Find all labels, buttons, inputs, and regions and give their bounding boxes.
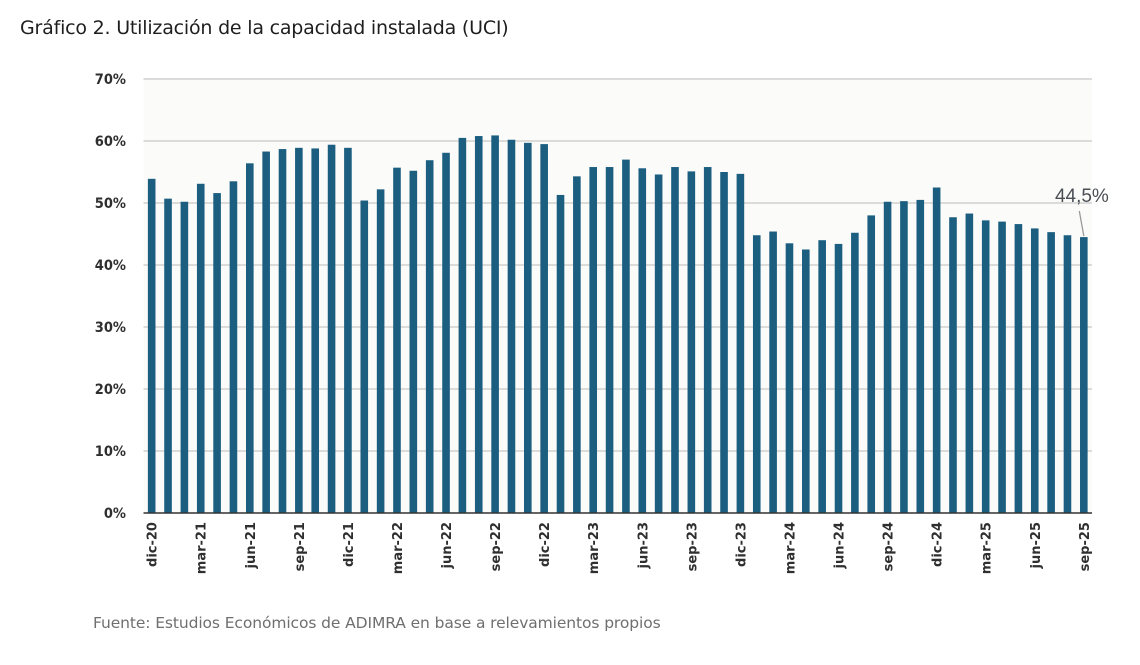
x-tick-label: dic-24 <box>931 522 946 567</box>
bar-may-24 <box>818 240 826 513</box>
bar-abr-24 <box>802 249 810 513</box>
x-tick-label: dic-22 <box>538 522 553 567</box>
bar-abr-23 <box>605 167 614 514</box>
bar-jul-22 <box>458 137 467 513</box>
bar-ene-23 <box>556 194 565 513</box>
bar-feb-23 <box>573 176 581 513</box>
bar-jun-21 <box>245 163 254 513</box>
y-tick-label: 50% <box>95 196 126 212</box>
bar-abr-22 <box>409 170 418 513</box>
x-tick-label: mar-22 <box>391 522 406 574</box>
annotation-label: 44,5% <box>1055 186 1109 207</box>
bar-nov-24 <box>916 199 925 513</box>
bar-oct-21 <box>311 148 320 513</box>
x-tick-label: sep-24 <box>882 522 897 571</box>
y-tick-label: 70% <box>95 72 126 88</box>
bar-jun-22 <box>442 152 450 513</box>
bar-oct-23 <box>703 167 712 514</box>
chart-title: Gráfico 2. Utilización de la capacidad i… <box>20 17 509 39</box>
bar-ago-22 <box>474 136 483 514</box>
bar-feb-25 <box>965 213 974 514</box>
source-note: Fuente: Estudios Económicos de ADIMRA en… <box>93 614 661 632</box>
bar-nov-22 <box>524 142 532 514</box>
bar-jun-24 <box>834 243 843 514</box>
x-tick-label: jun-24 <box>833 522 848 569</box>
bar-oct-22 <box>507 139 516 513</box>
bar-mar-24 <box>785 243 794 514</box>
bar-sep-22 <box>491 135 499 514</box>
bar-ene-24 <box>752 235 761 514</box>
bar-mar-22 <box>393 167 401 513</box>
bar-mar-21 <box>196 183 205 513</box>
y-tick-label: 30% <box>95 320 126 336</box>
x-tick-label: sep-21 <box>293 522 308 571</box>
annotations: 44,5% <box>1055 186 1109 237</box>
annotation-leader-line <box>1078 210 1085 237</box>
x-tick-label: mar-24 <box>783 522 798 574</box>
bar-jul-21 <box>262 151 270 514</box>
bar-sep-24 <box>883 201 892 513</box>
y-tick-label: 20% <box>95 382 126 398</box>
bar-feb-21 <box>180 201 189 513</box>
bar-ene-25 <box>949 217 957 513</box>
bar-mar-25 <box>981 220 990 514</box>
x-tick-label: dic-23 <box>734 522 749 567</box>
x-tick-label: jun-25 <box>1029 522 1044 569</box>
bar-jul-25 <box>1047 232 1055 513</box>
bar-ago-25 <box>1063 235 1072 514</box>
bar-oct-24 <box>900 201 908 513</box>
bar-dic-20 <box>147 178 156 513</box>
bar-may-25 <box>1014 224 1023 513</box>
bar-ago-23 <box>671 167 679 514</box>
x-tick-label: sep-25 <box>1078 522 1093 571</box>
bar-sep-21 <box>295 147 303 513</box>
bar-ago-24 <box>867 215 876 513</box>
bar-may-22 <box>425 160 434 513</box>
bar-jul-24 <box>851 232 859 513</box>
x-tick-label: dic-20 <box>146 522 161 567</box>
bar-feb-24 <box>769 231 777 513</box>
x-tick-label: mar-25 <box>980 522 995 574</box>
bar-ago-21 <box>278 149 287 513</box>
x-tick-label: dic-21 <box>342 522 357 567</box>
x-tick-label: mar-23 <box>587 522 602 574</box>
x-tick-label: sep-23 <box>685 522 700 571</box>
bar-jun-23 <box>638 168 647 513</box>
x-axis-ticks: dic-20 mar-21 jun-21 sep-21 dic-21 mar-22 jun-… <box>146 522 1093 574</box>
bar-dic-21 <box>344 147 352 513</box>
bars <box>147 135 1088 514</box>
x-tick-label: jun-21 <box>244 522 259 569</box>
y-tick-label: 0% <box>104 506 126 522</box>
bar-feb-22 <box>376 189 385 514</box>
x-tick-label: jun-23 <box>636 522 651 569</box>
bar-abr-21 <box>213 193 221 513</box>
bar-sep-25 <box>1080 237 1088 513</box>
y-tick-label: 60% <box>95 134 126 150</box>
bar-mar-23 <box>589 167 598 514</box>
bar-dic-23 <box>736 173 745 514</box>
bar-nov-23 <box>720 172 728 513</box>
bar-jun-25 <box>1030 228 1039 514</box>
y-tick-label: 10% <box>95 444 126 460</box>
y-tick-label: 40% <box>95 258 126 274</box>
bar-jul-23 <box>654 174 663 514</box>
bar-sep-23 <box>687 171 696 513</box>
bar-abr-25 <box>998 221 1006 513</box>
bar-may-21 <box>229 181 238 514</box>
x-tick-label: mar-21 <box>195 522 210 574</box>
x-tick-label: sep-22 <box>489 522 504 571</box>
y-axis-ticks: 0% 10% 20% 30% 40% 50% 60% 70% <box>95 72 126 522</box>
x-tick-label: jun-22 <box>440 522 455 569</box>
bar-dic-22 <box>540 144 548 513</box>
bar-ene-21 <box>164 198 172 513</box>
bar-dic-24 <box>932 187 941 513</box>
bar-ene-22 <box>360 200 369 513</box>
bar-nov-21 <box>327 144 336 513</box>
bar-may-23 <box>622 159 630 513</box>
